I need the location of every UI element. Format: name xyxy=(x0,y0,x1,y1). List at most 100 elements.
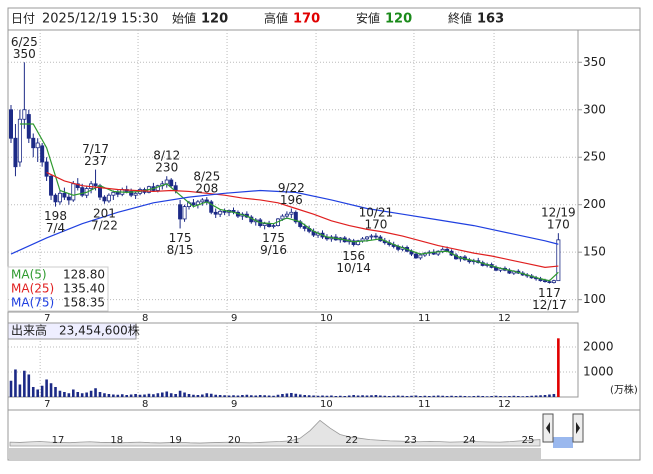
volume-bar xyxy=(201,394,204,397)
annotation-date: 7/4 xyxy=(46,221,65,235)
volume-bar xyxy=(450,395,453,397)
low-label: 安値 xyxy=(356,11,380,26)
volume-bar xyxy=(54,386,57,397)
candle-body xyxy=(222,210,227,213)
volume-bar xyxy=(23,370,26,397)
volume-bar xyxy=(209,393,213,397)
volume-bar xyxy=(321,395,324,397)
x-tick-label: 12 xyxy=(498,399,511,410)
candle-body xyxy=(218,210,223,215)
annotation-date: 9/22 xyxy=(278,181,305,195)
volume-bar xyxy=(423,395,427,397)
candle-body xyxy=(31,137,36,149)
volume-bar xyxy=(298,394,302,397)
volume-bar xyxy=(370,395,373,397)
volume-bar xyxy=(334,395,338,397)
volume-bar xyxy=(347,395,351,397)
x-tick-label: 11 xyxy=(418,399,431,410)
y-tick-label: 300 xyxy=(583,102,606,116)
volume-bar xyxy=(103,393,106,397)
candle-body xyxy=(271,225,276,227)
volume-bar xyxy=(98,391,102,397)
annotation-date: 10/14 xyxy=(336,261,371,275)
candle-body xyxy=(182,206,187,220)
candle-body xyxy=(169,179,174,187)
volume-bar xyxy=(405,395,409,397)
x-tick-label: 9 xyxy=(231,399,237,410)
volume-bar xyxy=(272,395,275,397)
volume-bar xyxy=(356,395,360,397)
volume-bar xyxy=(40,385,44,397)
y-tick-label: 250 xyxy=(583,150,606,164)
volume-bar xyxy=(503,396,507,397)
date: 2025/12/19 15:30 xyxy=(42,12,159,27)
annotation-value: 156 xyxy=(342,249,365,263)
volume-bar xyxy=(196,394,200,397)
volume-bar xyxy=(147,393,151,397)
ma-line xyxy=(46,171,559,268)
volume-bar xyxy=(134,393,137,397)
volume-bar xyxy=(9,380,13,397)
volume-bar xyxy=(76,391,80,397)
volume-bar xyxy=(508,395,511,397)
open-value: 120 xyxy=(201,12,228,27)
volume-bar xyxy=(174,393,177,397)
volume-bar xyxy=(80,393,84,397)
navigator-label: 19 xyxy=(169,435,182,446)
volume-bar xyxy=(436,395,440,397)
candle-body xyxy=(26,114,31,139)
volume-bar xyxy=(316,395,320,397)
volume-bar xyxy=(156,393,160,397)
candle-body xyxy=(57,192,62,203)
candle-body xyxy=(106,194,111,202)
volume-bar xyxy=(499,395,502,397)
volume-bar xyxy=(432,395,436,397)
candle-body xyxy=(543,280,548,283)
annotation-date: 12/19 xyxy=(541,206,576,220)
volume-bar xyxy=(63,391,66,397)
volume-title: 出来高 23,454,600株 xyxy=(11,323,140,338)
candle-body xyxy=(267,223,272,227)
handle-arrow xyxy=(546,422,550,434)
navigator-label: 23 xyxy=(404,435,417,446)
volume-bar xyxy=(152,394,155,397)
annotation-value: 170 xyxy=(364,218,387,232)
candle-body xyxy=(436,250,441,255)
annotation-value: 196 xyxy=(280,193,303,207)
volume-bar xyxy=(281,393,284,397)
volume-bar xyxy=(223,395,226,397)
candle-body xyxy=(178,204,183,220)
candle-body xyxy=(71,183,76,201)
candle-body xyxy=(364,236,369,240)
volume-bar xyxy=(419,395,422,397)
volume-bar xyxy=(512,395,516,397)
volume-bar xyxy=(459,395,462,397)
volume-bar xyxy=(107,393,111,397)
candle-body xyxy=(191,202,196,206)
volume-bar xyxy=(250,395,253,397)
volume-bar xyxy=(14,369,17,397)
volume-bar xyxy=(530,395,533,397)
volume-bar xyxy=(45,379,48,397)
volume-bar xyxy=(143,394,146,397)
candle-body xyxy=(418,254,423,259)
volume-bar xyxy=(396,395,400,397)
x-tick-label: 7 xyxy=(44,313,50,324)
high-value: 170 xyxy=(293,12,320,27)
volume-bar xyxy=(428,395,431,397)
volume-bar xyxy=(276,394,280,397)
ma-line xyxy=(10,189,559,255)
close-value: 163 xyxy=(477,12,504,27)
scrollbar[interactable] xyxy=(8,448,541,459)
date-label: 日付 xyxy=(11,12,35,26)
volume-bar xyxy=(116,394,120,397)
annotation-value: 237 xyxy=(84,154,107,168)
volume-tick-label: 2000 xyxy=(583,339,614,353)
legend-value: 158.35 xyxy=(63,296,105,310)
candle-body xyxy=(356,240,361,245)
annotation-value: 230 xyxy=(155,161,178,175)
volume-bar xyxy=(290,392,293,397)
range-highlight xyxy=(553,437,573,448)
